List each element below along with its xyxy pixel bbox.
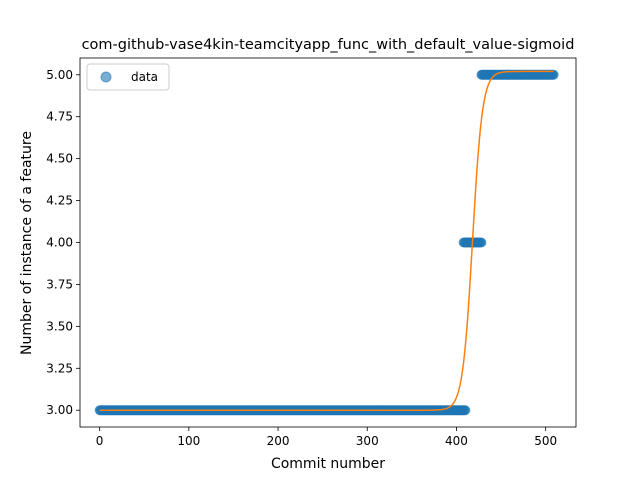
y-tick-label: 4.25	[46, 194, 73, 208]
legend: data	[86, 63, 170, 91]
legend-label-data: data	[131, 70, 158, 84]
y-tick-label: 3.25	[46, 361, 73, 375]
plot-area	[94, 69, 559, 416]
x-tick-label: 0	[96, 434, 104, 448]
x-tick-label: 300	[356, 434, 379, 448]
sigmoid-fit-line	[99, 70, 554, 411]
x-tick-label: 100	[177, 434, 200, 448]
y-axis-title: Number of instance of a feature	[19, 131, 35, 355]
x-tick-label: 400	[445, 434, 468, 448]
x-axis-title: Commit number	[271, 456, 385, 472]
data-point	[476, 237, 487, 248]
y-tick-label: 3.75	[46, 277, 73, 291]
data-point	[548, 69, 559, 80]
y-tick-label: 5.00	[46, 68, 73, 82]
legend-marker	[100, 71, 112, 83]
y-tick-label: 3.50	[46, 319, 73, 333]
x-axis: 0 100 200 300 400 500	[96, 427, 557, 448]
y-axis: 3.00 3.25 3.50 3.75 4.00 4.25 4.50 4.75 5.00	[46, 68, 80, 417]
y-tick-label: 4.00	[46, 236, 73, 250]
y-tick-label: 3.00	[46, 403, 73, 417]
chart-title: com-github-vase4kin-teamcityapp_func_wit…	[82, 37, 575, 53]
legend-box	[86, 63, 170, 91]
y-tick-label: 4.75	[46, 110, 73, 124]
data-point	[460, 405, 471, 416]
x-tick-label: 200	[267, 434, 290, 448]
x-tick-label: 500	[534, 434, 557, 448]
y-tick-label: 4.50	[46, 152, 73, 166]
